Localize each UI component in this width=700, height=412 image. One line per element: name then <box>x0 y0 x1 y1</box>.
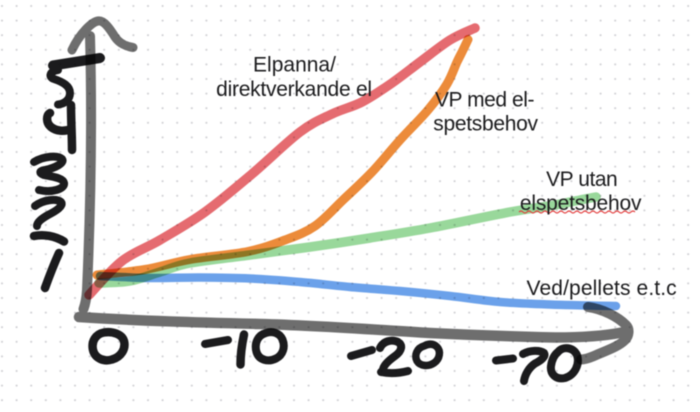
svg-text:Ved/pellets e.t.c: Ved/pellets e.t.c <box>527 277 677 300</box>
svg-text:Elpanna/: Elpanna/ <box>253 53 336 76</box>
svg-text:spetsbehov: spetsbehov <box>433 113 538 136</box>
svg-text:elspetsbehov: elspetsbehov <box>520 192 642 215</box>
svg-text:VP med el-: VP med el- <box>435 89 534 112</box>
svg-text:direktverkande el: direktverkande el <box>216 78 372 101</box>
svg-text:VP utan: VP utan <box>546 168 617 191</box>
